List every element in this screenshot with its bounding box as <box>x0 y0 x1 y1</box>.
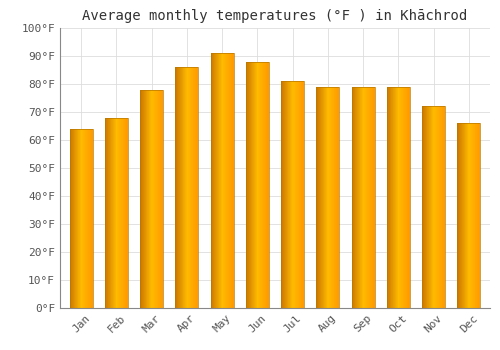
Bar <box>210 53 234 308</box>
Bar <box>458 123 480 308</box>
Bar <box>422 106 445 308</box>
Bar <box>246 62 269 308</box>
Bar <box>105 118 128 308</box>
Bar <box>281 81 304 308</box>
Bar <box>387 87 410 308</box>
Bar <box>176 67 199 308</box>
Title: Average monthly temperatures (°F ) in Khāchrod: Average monthly temperatures (°F ) in Kh… <box>82 9 468 23</box>
Bar <box>352 87 374 308</box>
Bar <box>316 87 340 308</box>
Bar <box>70 129 92 308</box>
Bar <box>140 90 163 308</box>
